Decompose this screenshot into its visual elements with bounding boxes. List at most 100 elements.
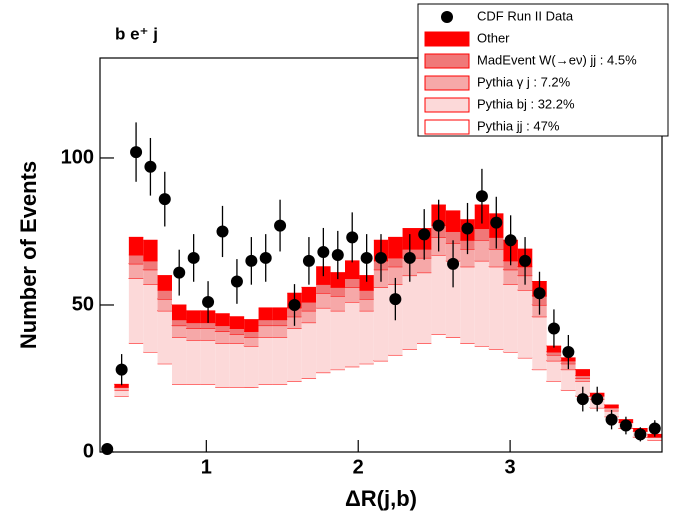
hist-segment bbox=[214, 386, 231, 453]
hist-segment bbox=[200, 339, 216, 385]
hist-segment bbox=[200, 383, 216, 453]
data-point bbox=[259, 251, 272, 264]
data-point bbox=[562, 346, 575, 359]
hist-segment bbox=[286, 380, 303, 453]
hist-segment bbox=[445, 210, 461, 232]
data-point bbox=[418, 228, 431, 241]
hist-segment bbox=[488, 266, 504, 350]
chart-title: b e⁺ j bbox=[115, 24, 158, 43]
hist-segment bbox=[344, 278, 360, 288]
data-point bbox=[461, 222, 474, 235]
data-point bbox=[202, 296, 215, 309]
hist-segment bbox=[171, 319, 187, 327]
hist-segment bbox=[171, 304, 187, 321]
hist-segment bbox=[157, 363, 173, 453]
data-point bbox=[245, 254, 258, 267]
hist-segment bbox=[229, 386, 245, 453]
data-point bbox=[274, 219, 287, 232]
data-point bbox=[173, 266, 186, 279]
hist-segment bbox=[272, 319, 288, 327]
hist-segment bbox=[243, 319, 260, 332]
hist-segment bbox=[128, 278, 144, 344]
hist-segment bbox=[258, 325, 274, 338]
hist-segment bbox=[214, 342, 231, 388]
legend-label: MadEvent W(→eν) jj : 4.5% bbox=[477, 52, 637, 67]
y-tick-label: 50 bbox=[72, 293, 94, 315]
hist-segment bbox=[229, 342, 245, 388]
hist-segment bbox=[157, 289, 173, 300]
hist-segment bbox=[330, 310, 346, 371]
hist-segment bbox=[589, 407, 605, 453]
hist-segment bbox=[387, 354, 404, 453]
hist-segment bbox=[157, 298, 173, 312]
data-point bbox=[331, 249, 344, 261]
hist-segment bbox=[488, 348, 504, 453]
data-point bbox=[605, 413, 618, 426]
hist-segment bbox=[358, 310, 375, 365]
hist-segment bbox=[185, 310, 202, 324]
data-point bbox=[187, 251, 200, 264]
hist-segment bbox=[344, 286, 360, 303]
hist-segment bbox=[113, 386, 130, 391]
hist-segment bbox=[575, 375, 591, 379]
hist-segment bbox=[488, 248, 504, 268]
hist-segment bbox=[214, 325, 231, 332]
data-point bbox=[375, 251, 387, 264]
hist-segment bbox=[272, 336, 288, 385]
hist-segment bbox=[214, 313, 231, 327]
legend-label: Other bbox=[477, 30, 510, 45]
hist-segment bbox=[258, 336, 274, 385]
hist-segment bbox=[416, 342, 432, 453]
legend-label: CDF Run II Data bbox=[477, 8, 574, 23]
x-tick-label: 2 bbox=[353, 456, 364, 478]
hist-segment bbox=[330, 286, 346, 297]
hist-segment bbox=[272, 325, 288, 338]
data-point bbox=[447, 257, 460, 270]
plot-frame bbox=[99, 57, 663, 453]
legend-label: Pythia bj : 32.2% bbox=[477, 96, 575, 111]
hist-segment bbox=[387, 236, 404, 259]
data-point bbox=[547, 322, 560, 335]
hist-segment bbox=[531, 316, 548, 371]
hist-segment bbox=[315, 307, 332, 374]
hist-segment bbox=[142, 351, 159, 453]
hist-segment bbox=[128, 263, 144, 280]
data-point bbox=[216, 225, 229, 238]
hist-segment bbox=[272, 383, 288, 453]
data-point bbox=[403, 251, 416, 264]
hist-segment bbox=[142, 260, 159, 271]
hist-segment bbox=[474, 345, 490, 453]
hist-segment bbox=[185, 328, 202, 341]
data-point bbox=[475, 190, 488, 203]
y-axis-title: Number of Events bbox=[16, 161, 41, 349]
hist-segment bbox=[258, 383, 274, 453]
data-point bbox=[648, 422, 661, 435]
hist-segment bbox=[358, 363, 375, 453]
hist-segment bbox=[258, 307, 274, 321]
hist-segment bbox=[113, 389, 130, 397]
hist-segment bbox=[402, 348, 418, 453]
hist-segment bbox=[171, 325, 187, 338]
y-tick-label: 100 bbox=[61, 146, 94, 168]
hist-segment bbox=[517, 357, 533, 453]
hist-segment bbox=[546, 380, 562, 453]
legend-box bbox=[417, 3, 669, 137]
hist-segment bbox=[560, 389, 577, 453]
hist-segment bbox=[243, 330, 260, 338]
hist-segment bbox=[502, 351, 519, 453]
data-point bbox=[346, 231, 359, 244]
legend-label: Pythia γ j : 7.2% bbox=[477, 74, 571, 89]
hist-segment bbox=[185, 383, 202, 453]
hist-segment bbox=[301, 322, 317, 379]
hist-segment bbox=[502, 269, 519, 285]
hist-segment bbox=[128, 342, 144, 453]
legend-label: Pythia jj : 47% bbox=[477, 118, 560, 133]
hist-segment bbox=[546, 354, 562, 362]
hist-segment bbox=[560, 369, 577, 391]
data-point bbox=[389, 293, 402, 306]
data-point bbox=[144, 160, 157, 173]
hist-segment bbox=[344, 260, 360, 280]
hist-segment bbox=[474, 239, 490, 262]
data-point bbox=[634, 428, 647, 441]
